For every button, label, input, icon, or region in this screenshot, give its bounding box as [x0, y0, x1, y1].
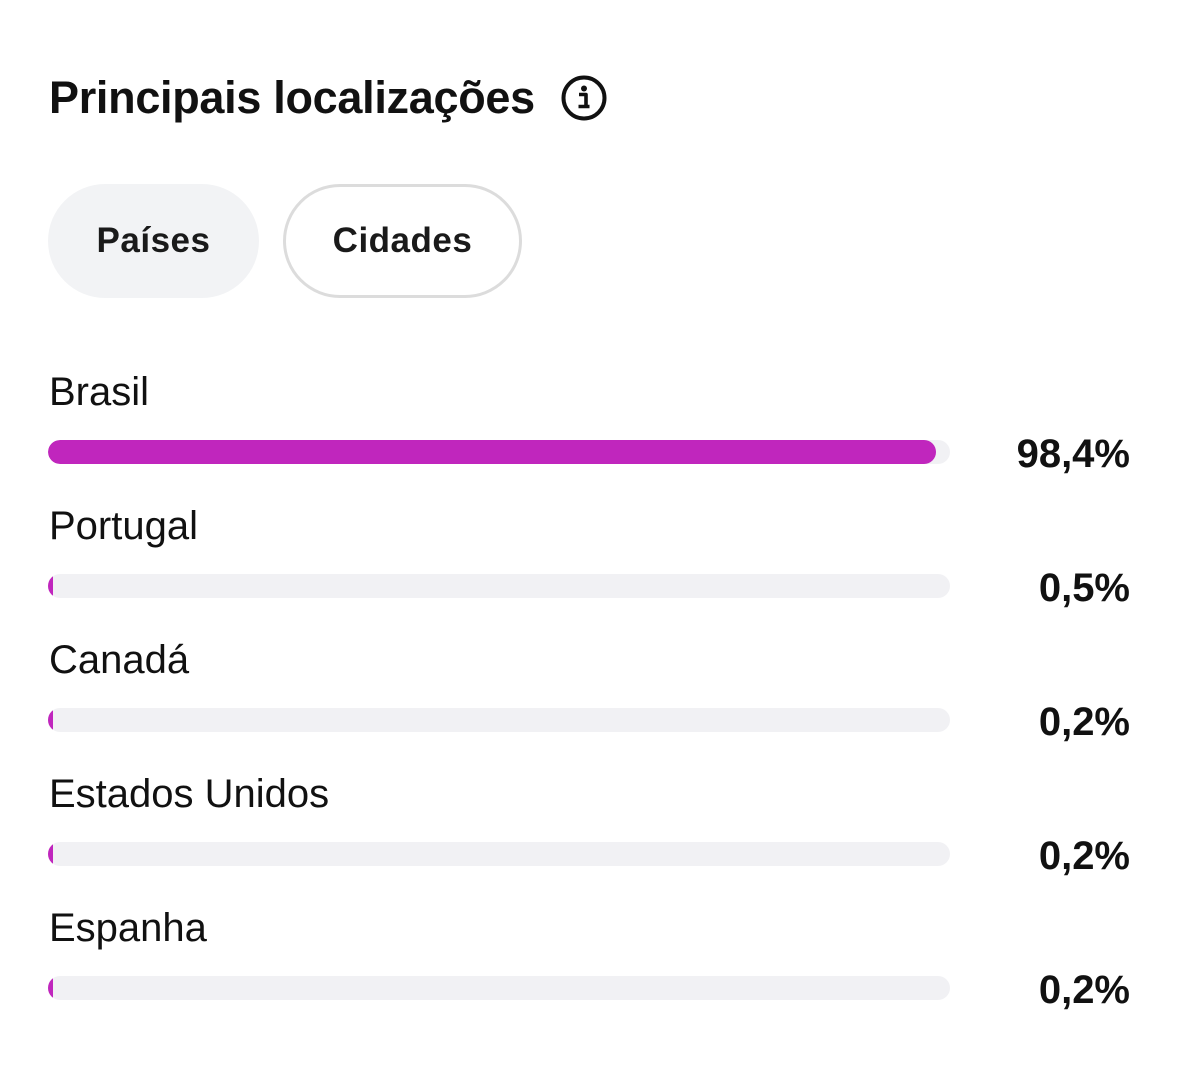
progress-fill — [48, 574, 53, 598]
progress-fill — [48, 842, 53, 866]
progress-fill — [48, 440, 936, 464]
location-name: Estados Unidos — [49, 772, 330, 816]
location-name: Brasil — [49, 370, 150, 414]
locations-list: Brasil 98,4% Portugal 0,5% Canadá 0,2% E… — [48, 362, 1130, 1032]
location-percent: 0,2% — [1038, 834, 1130, 878]
tab-label: Países — [96, 221, 211, 260]
location-percent: 0,5% — [1038, 566, 1130, 610]
tab-cidades[interactable]: Cidades — [283, 184, 522, 298]
location-name: Portugal — [49, 504, 198, 548]
location-name: Canadá — [49, 638, 190, 682]
page-title: Principais localizações — [49, 72, 535, 123]
progress-fill — [48, 976, 53, 1000]
tab-paises[interactable]: Países — [48, 184, 259, 298]
location-row-canada: Canadá 0,2% — [48, 630, 1130, 764]
info-icon[interactable] — [561, 75, 607, 121]
location-row-espanha: Espanha 0,2% — [48, 898, 1130, 1032]
progress-fill — [48, 708, 53, 732]
location-percent: 98,4% — [1016, 432, 1130, 476]
location-row-estados-unidos: Estados Unidos 0,2% — [48, 764, 1130, 898]
section-header: Principais localizações — [49, 70, 607, 126]
progress-track — [48, 574, 950, 598]
location-percent: 0,2% — [1038, 968, 1130, 1012]
progress-track — [48, 842, 950, 866]
location-percent: 0,2% — [1038, 700, 1130, 744]
progress-track — [48, 440, 950, 464]
location-row-brasil: Brasil 98,4% — [48, 362, 1130, 496]
progress-track — [48, 976, 950, 1000]
location-name: Espanha — [49, 906, 207, 950]
tab-label: Cidades — [332, 221, 473, 260]
location-tabs: Países Cidades — [48, 184, 522, 298]
progress-track — [48, 708, 950, 732]
location-row-portugal: Portugal 0,5% — [48, 496, 1130, 630]
